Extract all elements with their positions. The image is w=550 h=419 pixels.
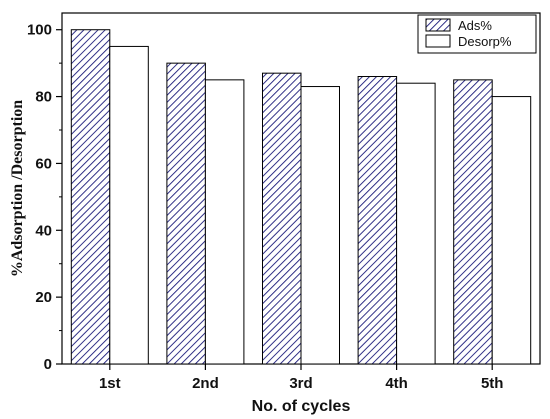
- x-tick-label: 2nd: [192, 375, 219, 392]
- legend-label-desorp: Desorp%: [458, 34, 512, 49]
- y-tick-label: 20: [35, 289, 52, 306]
- y-tick-label: 100: [27, 22, 52, 39]
- bar-desorp: [204, 79, 245, 365]
- y-axis-title: %Adsorption /Desorption: [9, 100, 26, 277]
- bar-ads: [262, 72, 302, 365]
- legend: Ads%Desorp%: [417, 14, 537, 54]
- x-axis-title: No. of cycles: [252, 398, 351, 415]
- bar-ads: [166, 62, 206, 365]
- legend-swatch-desorp: [425, 34, 451, 48]
- y-tick-label: 80: [35, 89, 52, 106]
- legend-swatch-ads: [425, 18, 451, 32]
- legend-label-ads: Ads%: [458, 18, 492, 33]
- y-tick-label: 0: [44, 356, 52, 373]
- bar-desorp: [396, 82, 436, 365]
- bars-group: [70, 29, 532, 365]
- x-tick-label: 1st: [99, 375, 121, 392]
- bar-ads: [357, 76, 398, 365]
- x-axis: 1st 2nd 3rd 4th 5th: [99, 364, 503, 392]
- bar-desorp: [491, 96, 532, 365]
- y-axis: 0 20 40 60 80 100: [27, 22, 62, 373]
- bar-ads: [453, 79, 493, 365]
- bar-desorp: [109, 45, 149, 365]
- bar-ads: [70, 29, 111, 365]
- x-tick-label: 5th: [481, 375, 504, 392]
- x-tick-label: 4th: [385, 375, 408, 392]
- y-tick-label: 40: [35, 222, 52, 239]
- x-tick-label: 3rd: [289, 375, 312, 392]
- y-tick-label: 60: [35, 155, 52, 172]
- bar-desorp: [300, 86, 340, 365]
